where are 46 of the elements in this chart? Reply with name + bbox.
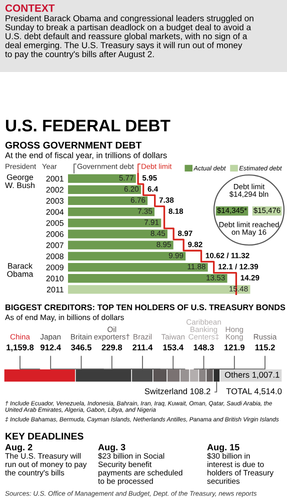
data-label: 912.4: [40, 344, 62, 350]
data-label: 346.5: [71, 344, 92, 350]
bar: [68, 240, 174, 250]
data-label: 211.4: [132, 344, 153, 350]
y-tick-label: 2006: [46, 231, 64, 237]
data-label: 229.8: [102, 344, 122, 350]
text: CONTEXT: [5, 4, 55, 12]
bar: [68, 252, 186, 261]
bar: [68, 285, 250, 294]
text: Aug. 3: [98, 444, 126, 452]
data-label: 148.3: [194, 344, 214, 350]
data-label: 1,159.8: [6, 344, 34, 352]
data-label: 153.4: [163, 344, 184, 350]
y-tick-label: 2007: [46, 242, 64, 248]
bar: [68, 230, 168, 238]
chart-subtitle: At the end of fiscal year, in trillions of dollars: [5, 152, 167, 160]
text: Barack Obama: [7, 262, 34, 277]
y-tick-label: 2009: [46, 264, 64, 270]
text: Switzerland 108.2: [144, 388, 210, 394]
bar: [68, 174, 136, 183]
text: KEY DEADLINES: [6, 432, 84, 440]
y-tick-label: 2005: [46, 220, 64, 226]
text: Others 1,007.1: [224, 372, 280, 379]
y-tick-label: 2003: [46, 198, 64, 204]
text: George W. Bush: [5, 174, 34, 188]
y-tick-label: 2008: [46, 253, 64, 260]
text: Aug. 2: [5, 444, 32, 452]
y-tick-label: 2004: [46, 209, 64, 215]
y-tick-label: 2010: [46, 276, 64, 282]
chart-title: BIGGEST CREDITORS: TOP TEN HOLDERS OF U.S. TREASURY BONDS: [6, 304, 286, 310]
bar: [68, 218, 162, 228]
bar: [68, 185, 141, 194]
y-tick-label: 2002: [46, 186, 64, 193]
chart-title: GROSS GOVERNMENT DEBT: [5, 142, 142, 149]
data-label: 121.9: [224, 344, 244, 350]
bar: [68, 274, 228, 283]
bar: [68, 207, 155, 216]
total-label: TOTAL 4,514.0: [226, 388, 282, 396]
data-label: 115.2: [255, 344, 275, 350]
bar: [68, 262, 208, 272]
bar: [68, 196, 148, 206]
text: Aug. 15: [207, 444, 240, 452]
y-tick-label: 2011: [46, 286, 64, 292]
text: U.S. FEDERAL DEBT: [6, 120, 170, 132]
y-tick-label: 2001: [46, 176, 64, 182]
text: President Barack Obama and congressional leaders struggled on Sunday to break a partisan deadlock on a budget deal to avoid a U.S. debt default and reassure global markets, with no sign of a deal emerging. The U.S. Treasury says it will run out of money to pay the country's bills after August 2.: [5, 15, 254, 59]
